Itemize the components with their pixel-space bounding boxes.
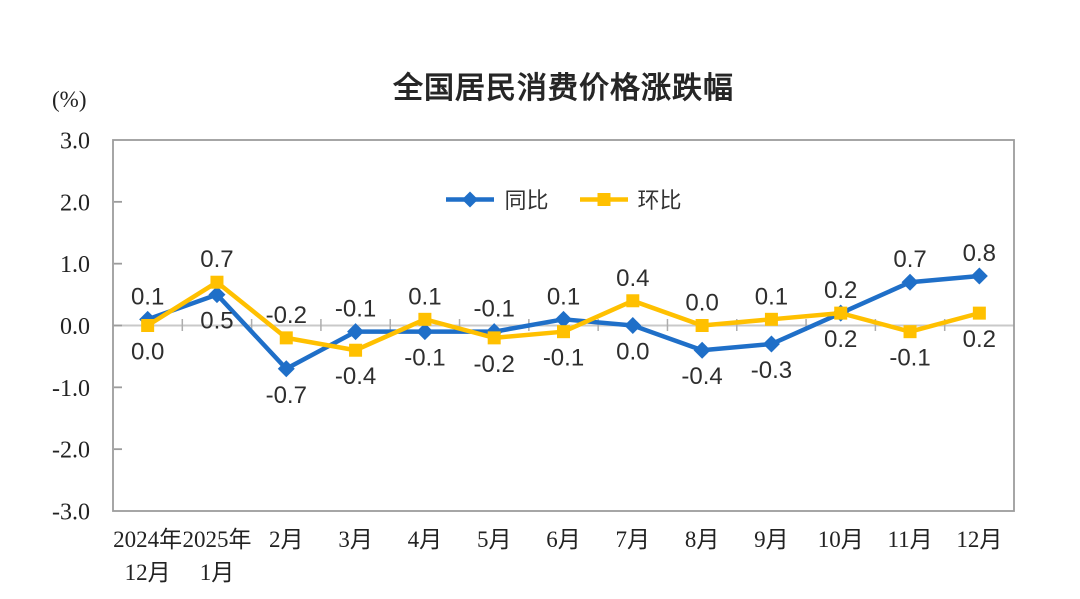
y-tick-label: 2.0 [60, 190, 90, 216]
data-point-mom [972, 306, 986, 320]
data-label-above: 0.7 [893, 246, 926, 273]
y-tick-label: -1.0 [52, 376, 90, 402]
y-tick-label: 0.0 [60, 314, 90, 340]
data-label-below: 0.2 [963, 326, 996, 353]
chart-legend: 同比 环比 [113, 183, 1014, 215]
data-label-below: -0.4 [335, 363, 376, 390]
x-axis-label: 5月 [477, 527, 512, 552]
data-label-below: 0.0 [616, 339, 649, 366]
data-point-yoy [624, 317, 642, 334]
data-point-mom [349, 343, 363, 357]
data-point-yoy [693, 341, 711, 359]
legend-item-mom: 环比 [579, 183, 682, 215]
data-label-above: -0.1 [335, 296, 376, 323]
x-axis-label: 6月 [546, 527, 581, 552]
data-label-above: 0.2 [824, 277, 857, 304]
x-axis-label: 2024年 12月 [113, 527, 182, 585]
x-axis-label: 10月 [818, 527, 864, 552]
data-label-above: 0.7 [200, 246, 233, 273]
data-label-below: -0.3 [751, 357, 792, 384]
legend-item-yoy: 同比 [445, 183, 549, 215]
data-point-mom [210, 275, 224, 289]
data-point-mom [141, 319, 155, 332]
data-label-above: 0.0 [685, 290, 718, 317]
data-point-yoy [762, 335, 780, 353]
data-label-above: -0.2 [266, 302, 307, 329]
data-label-above: 0.1 [131, 283, 164, 310]
data-point-mom [487, 331, 501, 345]
data-point-mom [557, 325, 570, 339]
y-tick-label: 3.0 [60, 129, 90, 155]
legend-label-yoy: 同比 [504, 188, 549, 213]
y-tick-label: -2.0 [52, 438, 90, 464]
data-point-mom [695, 319, 709, 332]
x-axis-label: 7月 [616, 527, 651, 552]
data-point-yoy [208, 286, 226, 304]
data-point-mom [764, 312, 778, 326]
data-point-yoy [901, 273, 919, 291]
data-point-mom [903, 325, 917, 339]
data-point-yoy [347, 323, 365, 341]
y-tick-label: -3.0 [52, 500, 90, 526]
chart-title: 全国居民消费价格涨跌幅 [393, 72, 734, 105]
legend-label-mom: 环比 [637, 188, 682, 213]
data-point-mom [626, 294, 640, 308]
x-axis-label: 4月 [408, 527, 443, 552]
y-axis-unit-label: (%) [52, 87, 87, 112]
data-label-below: -0.1 [889, 345, 930, 372]
y-tick-label: 1.0 [60, 252, 90, 278]
data-label-above: 0.1 [755, 283, 788, 310]
x-axis-label: 9月 [754, 527, 789, 552]
data-label-above: -0.1 [474, 296, 515, 323]
data-point-mom [834, 306, 848, 320]
yoy-line-diamond-icon [446, 191, 495, 207]
x-axis-label: 3月 [338, 527, 373, 552]
x-axis-label: 11月 [887, 527, 932, 552]
x-axis-label: 2月 [269, 527, 304, 552]
data-label-below: -0.7 [266, 382, 307, 409]
data-label-above: 0.8 [963, 240, 996, 267]
data-point-mom [279, 331, 293, 345]
data-point-yoy [555, 310, 572, 328]
mom-line-square-icon [579, 192, 628, 206]
x-axis-label: 2025年 1月 [182, 527, 251, 585]
data-label-below: -0.4 [681, 363, 722, 390]
data-label-above: 0.1 [408, 283, 441, 310]
data-label-below: 0.2 [824, 326, 857, 353]
data-label-below: 0.0 [131, 339, 164, 366]
x-axis-label: 12月 [956, 527, 1002, 552]
data-point-yoy [970, 267, 988, 285]
data-label-above: 0.4 [616, 265, 649, 292]
data-point-yoy [277, 360, 295, 378]
data-label-below: 0.5 [200, 308, 233, 335]
data-point-mom [418, 312, 432, 326]
plot-frame [112, 139, 1015, 512]
x-axis-label: 8月 [685, 527, 720, 552]
data-label-above: 0.1 [547, 283, 580, 310]
data-label-below: -0.2 [474, 351, 515, 378]
data-point-yoy [416, 323, 434, 341]
data-label-below: -0.1 [543, 345, 584, 372]
data-label-below: -0.1 [404, 345, 445, 372]
